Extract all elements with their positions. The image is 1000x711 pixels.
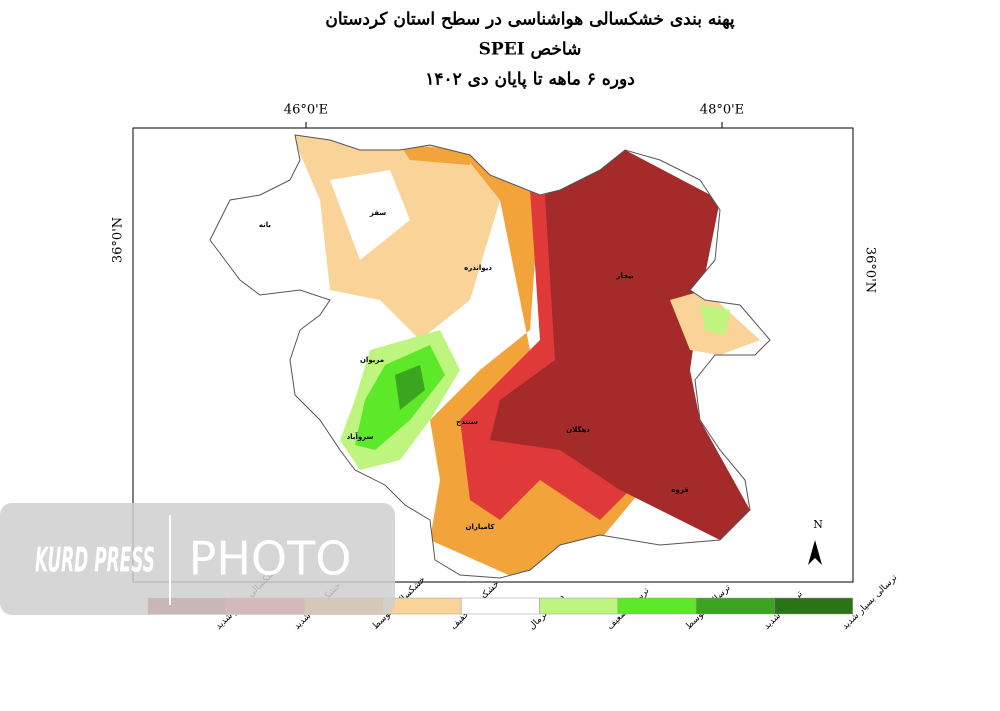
legend-swatch xyxy=(460,597,540,615)
legend-swatch xyxy=(774,597,853,615)
map-period: دوره ۶ ماهه تا پایان دی ۱۴۰۲ xyxy=(425,70,635,90)
city-label: سقز xyxy=(369,209,386,217)
map-subtitle: شاخص SPEI xyxy=(479,40,582,60)
map-title: پهنه بندی خشکسالی هواشناسی در سطح استان … xyxy=(325,10,735,30)
legend-swatch xyxy=(695,597,775,615)
city-label: سروآباد xyxy=(347,432,374,441)
drought-zones xyxy=(210,135,770,578)
lat-label: 36°0'N xyxy=(863,247,878,293)
city-label: دیواندره xyxy=(464,264,492,272)
city-label: بانه xyxy=(259,221,272,229)
legend-swatch xyxy=(539,597,619,615)
lon-label: 46°0'E xyxy=(284,103,328,118)
watermark-brand: KURD PRESS xyxy=(35,541,155,581)
north-label: N xyxy=(813,518,823,531)
legend-swatch xyxy=(617,597,697,615)
north-arrow xyxy=(808,540,822,565)
city-label: مریوان xyxy=(360,356,384,364)
city-label: دهگلان xyxy=(566,425,590,434)
city-label: بیجار xyxy=(615,272,634,280)
city-label: قروه xyxy=(671,486,689,494)
watermark xyxy=(0,503,395,615)
lon-label: 48°0'E xyxy=(700,103,744,118)
watermark-label: PHOTO xyxy=(189,532,352,586)
lat-label: 36°0'N xyxy=(111,217,126,263)
city-label: کامیاران xyxy=(466,523,496,531)
city-label: سنندج xyxy=(456,418,478,426)
